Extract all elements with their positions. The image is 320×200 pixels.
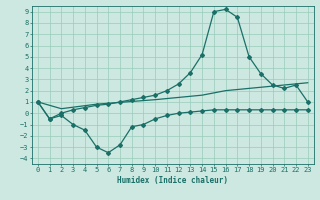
X-axis label: Humidex (Indice chaleur): Humidex (Indice chaleur) [117, 176, 228, 185]
